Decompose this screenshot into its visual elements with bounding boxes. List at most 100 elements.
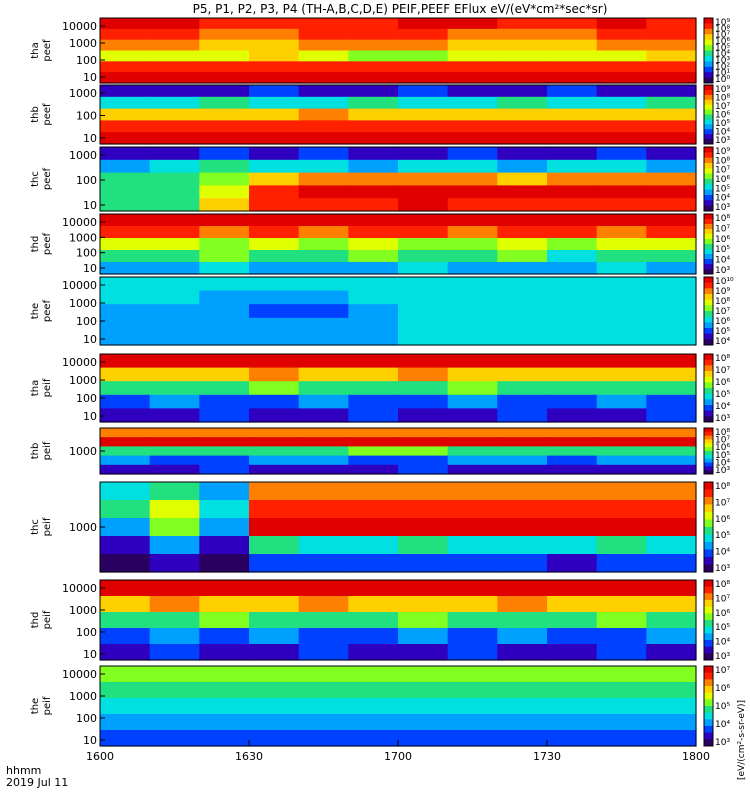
heatmap-cell: [646, 446, 697, 457]
heatmap-cell: [497, 455, 548, 466]
heatmap-cell: [298, 580, 349, 597]
heatmap-cell: [447, 108, 498, 121]
heatmap-cell: [646, 455, 697, 466]
panel-ylabel: peif: [42, 696, 53, 715]
heatmap-cell: [596, 277, 647, 292]
heatmap-cell: [596, 437, 647, 447]
heatmap-cell: [100, 277, 151, 292]
heatmap-cell: [199, 28, 250, 41]
colorbar-swatch: [704, 277, 713, 284]
heatmap-cell: [249, 18, 300, 30]
colorbar-swatch: [704, 129, 713, 135]
heatmap-cell: [447, 159, 498, 174]
x-axis: 1600 1630 1700 1730 1800: [86, 740, 710, 763]
heatmap-cell: [497, 331, 548, 346]
heatmap-cell: [149, 290, 200, 305]
heatmap-cell: [100, 331, 151, 346]
heatmap-cell: [596, 730, 647, 747]
y-tick-label: 100: [76, 712, 97, 725]
heatmap-cell: [447, 666, 498, 683]
panel-thc-peif: 1000 thc peif 10⁸ 10⁷ 10⁶ 10⁵ 10⁴ 10³: [30, 481, 730, 574]
heatmap-cell: [596, 428, 647, 438]
colorbar-swatch: [704, 23, 713, 30]
heatmap-cell: [149, 482, 200, 501]
heatmap-cell: [398, 628, 449, 645]
colorbar-swatch: [704, 322, 713, 329]
colorbar-tick-label: 10⁴: [715, 638, 730, 648]
heatmap-cell: [646, 226, 697, 239]
heatmap-cell: [547, 277, 598, 292]
colorbar-tick-label: 10⁹: [715, 85, 730, 95]
colorbar-swatch: [704, 34, 713, 41]
heatmap-cell: [348, 39, 399, 52]
heatmap-cell: [447, 28, 498, 41]
heatmap-cell: [249, 238, 300, 251]
colorbar-swatch: [704, 359, 713, 366]
heatmap-cell: [646, 394, 697, 409]
heatmap-cell: [199, 132, 250, 145]
heatmap-cell: [348, 644, 399, 661]
heatmap-cell: [646, 666, 697, 683]
heatmap-cell: [199, 698, 250, 715]
panel-thd-peif: 10000 1000 100 10 thd peif 10⁸ 10⁷ 10⁶ 10⁵ 10⁴ 10³: [30, 579, 730, 662]
colorbar-tick-label: 10⁵: [715, 184, 730, 194]
panel-tha-peif: 10000 1000 100 10 tha peif 10⁸ 10⁷ 10⁶ 10⁵ 10⁴ 10³: [30, 353, 730, 424]
heatmap-cell: [547, 408, 598, 423]
heatmap-cell: [547, 500, 598, 519]
y-tick-label: 10: [83, 333, 97, 346]
heatmap-cell: [249, 367, 300, 382]
heatmap-cell: [596, 120, 647, 133]
heatmap-cell: [348, 437, 399, 447]
heatmap-cell: [646, 290, 697, 305]
heatmap-cell: [497, 18, 548, 30]
heatmap-cell: [497, 185, 548, 199]
heatmap-cell: [646, 437, 697, 447]
heatmap-cell: [447, 482, 498, 501]
heatmap-cell: [100, 198, 151, 212]
heatmap-cell: [497, 108, 548, 121]
heatmap-cell: [646, 28, 697, 41]
heatmap-cell: [149, 39, 200, 52]
colorbar-swatch: [704, 219, 713, 225]
heatmap-cell: [447, 262, 498, 275]
heatmap-cell: [249, 147, 300, 161]
colorbar-swatch: [704, 333, 713, 340]
heatmap-cell: [596, 39, 647, 52]
heatmap-cell: [199, 120, 250, 133]
heatmap-cell: [596, 18, 647, 30]
heatmap-cell: [398, 262, 449, 275]
heatmap-cell: [447, 214, 498, 227]
colorbar-swatch: [704, 282, 713, 289]
colorbar-tick-label: 10⁵: [715, 531, 730, 541]
colorbar-frame: [703, 276, 714, 346]
heatmap-cell: [199, 304, 250, 319]
colorbar-swatch: [704, 205, 713, 212]
y-tick-label: 100: [76, 54, 97, 67]
heatmap-cell: [249, 132, 300, 145]
heatmap-cell: [199, 612, 250, 629]
heatmap-cell: [149, 185, 200, 199]
heatmap-cell: [398, 250, 449, 263]
heatmap-cell: [547, 714, 598, 731]
colorbar-tick-label: 10⁸: [715, 214, 730, 224]
heatmap-cell: [398, 96, 449, 110]
heatmap-cell: [149, 455, 200, 466]
heatmap-cell: [547, 147, 598, 161]
heatmap-cell: [100, 50, 151, 62]
heatmap-cell: [199, 554, 250, 573]
heatmap-cell: [497, 518, 548, 537]
heatmap-cell: [646, 85, 697, 98]
heatmap-cell: [249, 172, 300, 186]
heatmap-cell: [100, 666, 151, 683]
heatmap-cell: [447, 185, 498, 199]
heatmap-cell: [398, 428, 449, 438]
heatmap-cell: [348, 367, 399, 382]
heatmap-cell: [547, 28, 598, 41]
heatmap-cell: [596, 482, 647, 501]
heatmap-cell: [298, 159, 349, 174]
colorbar-tick-label: 10⁸: [715, 24, 730, 34]
heatmap-cell: [547, 304, 598, 319]
heatmap-cell: [199, 408, 250, 423]
heatmap-cell: [348, 50, 399, 62]
date-label: 2019 Jul 11: [6, 776, 68, 789]
